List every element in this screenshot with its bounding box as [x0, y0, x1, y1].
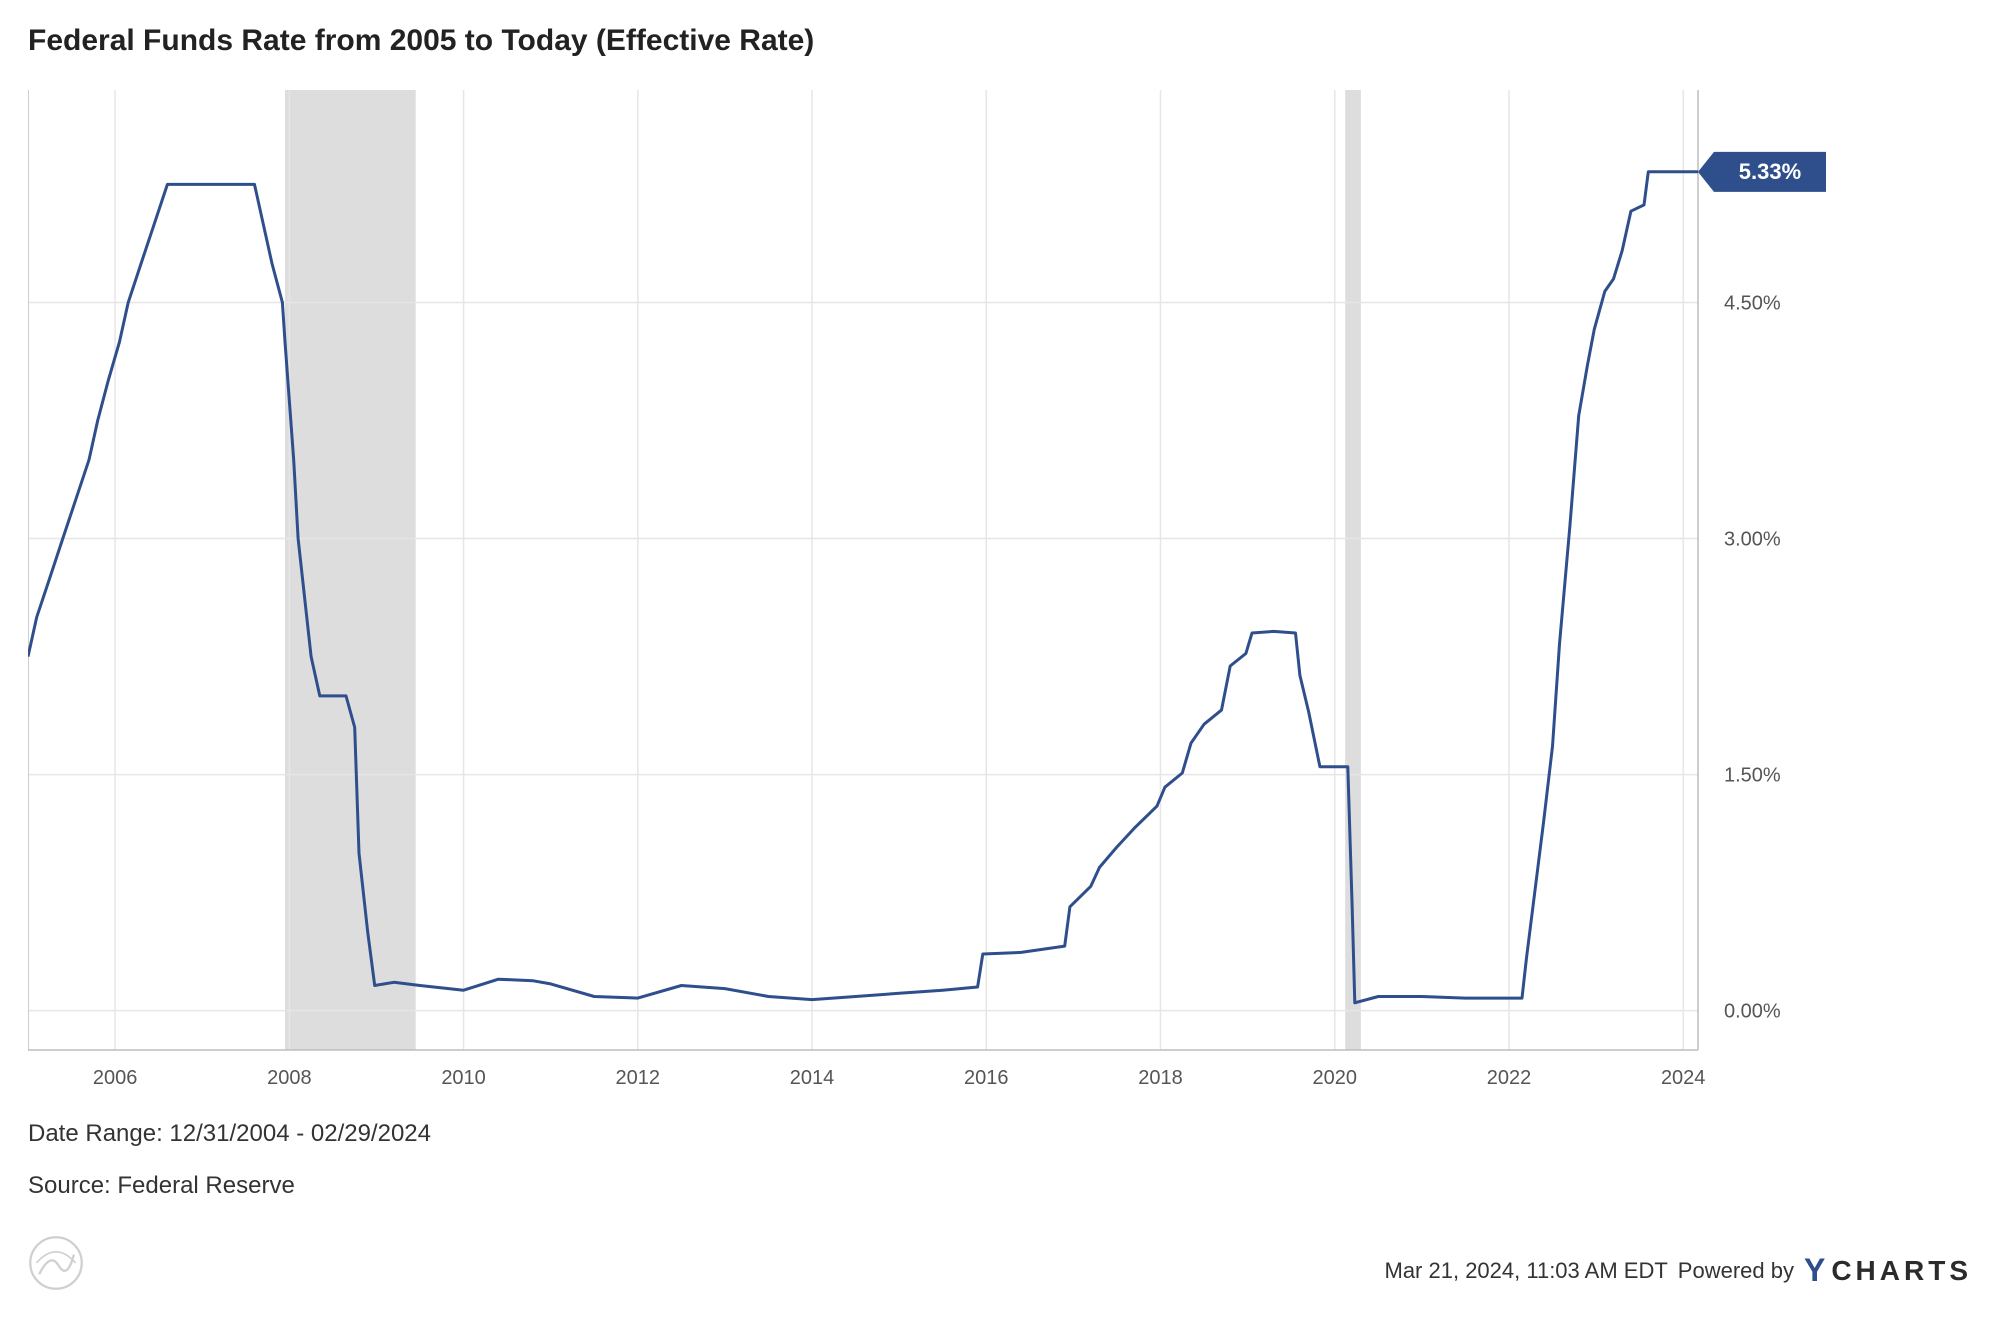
svg-text:1.50%: 1.50%	[1724, 765, 1781, 787]
svg-text:2022: 2022	[1487, 1067, 1532, 1089]
svg-text:2020: 2020	[1312, 1067, 1357, 1089]
ycharts-logo: Y CHARTS	[1804, 1252, 1972, 1289]
line-chart-svg: 0.00% 1.50% 3.00% 4.50% 2006 2008 2010 2012 2014…	[28, 90, 1838, 1130]
svg-text:5.33%: 5.33%	[1739, 159, 1801, 184]
svg-text:2014: 2014	[790, 1067, 835, 1089]
date-range-label: Date Range: 12/31/2004 - 02/29/2024	[28, 1120, 431, 1148]
svg-text:0.00%: 0.00%	[1724, 1001, 1781, 1023]
svg-text:2012: 2012	[616, 1067, 661, 1089]
ycharts-logo-text: CHARTS	[1831, 1255, 1972, 1287]
chart-title: Federal Funds Rate from 2005 to Today (E…	[28, 24, 814, 58]
footer-powered-by: Powered by	[1678, 1258, 1794, 1284]
svg-text:2008: 2008	[267, 1067, 312, 1089]
source-label: Source: Federal Reserve	[28, 1172, 295, 1200]
ycharts-logo-y-icon: Y	[1804, 1252, 1829, 1289]
watermark-icon	[28, 1235, 84, 1291]
footer-attribution: Mar 21, 2024, 11:03 AM EDT Powered by Y …	[1385, 1252, 1973, 1289]
svg-text:2024: 2024	[1661, 1067, 1706, 1089]
svg-text:2016: 2016	[964, 1067, 1009, 1089]
svg-text:2010: 2010	[441, 1067, 486, 1089]
svg-text:2006: 2006	[93, 1067, 138, 1089]
svg-text:4.50%: 4.50%	[1724, 292, 1781, 314]
svg-text:2018: 2018	[1138, 1067, 1183, 1089]
footer-timestamp: Mar 21, 2024, 11:03 AM EDT	[1385, 1258, 1668, 1284]
chart-area: 0.00% 1.50% 3.00% 4.50% 2006 2008 2010 2012 2014…	[28, 90, 1838, 1135]
svg-text:3.00%: 3.00%	[1724, 529, 1781, 551]
